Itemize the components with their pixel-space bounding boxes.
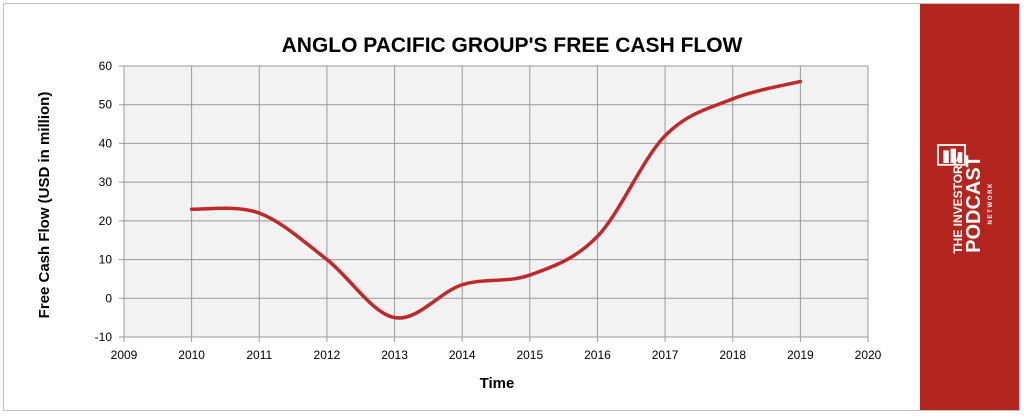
x-axis-title: Time xyxy=(480,375,515,392)
x-tick-label: 2019 xyxy=(787,348,814,362)
y-axis-title: Free Cash Flow (USD in million) xyxy=(36,92,53,319)
logo-line1: THE INVESTOR'S xyxy=(951,154,965,253)
y-tick-label: 30 xyxy=(99,175,113,189)
brand-panel: THE INVESTOR'S PODCAST N E T W O R K xyxy=(920,4,1019,410)
y-tick-label: 40 xyxy=(99,136,113,150)
x-tick-label: 2009 xyxy=(111,348,138,362)
x-tick-label: 2016 xyxy=(584,348,611,362)
y-tick-label: -10 xyxy=(95,330,113,344)
y-tick-label: 50 xyxy=(99,98,113,112)
series-line xyxy=(189,79,803,320)
x-tick-label: 2010 xyxy=(178,348,205,362)
x-tick-label: 2015 xyxy=(516,348,543,362)
x-tick-label: 2018 xyxy=(719,348,746,362)
podcast-logo: THE INVESTOR'S PODCAST N E T W O R K xyxy=(937,144,994,254)
y-tick-label: 20 xyxy=(99,214,113,228)
chart-title: ANGLO PACIFIC GROUP'S FREE CASH FLOW xyxy=(282,34,743,57)
y-tick-label: 10 xyxy=(99,253,113,267)
x-tick-label: 2011 xyxy=(246,348,272,362)
x-tick-label: 2012 xyxy=(314,348,341,362)
grid-lines xyxy=(119,65,869,342)
tick-labels: 2009 2010 2011 2012 2013 2014 2015 2016 2017 2018… xyxy=(95,59,882,362)
x-tick-label: 2014 xyxy=(449,348,476,362)
x-tick-label: 2017 xyxy=(652,348,679,362)
series-layer xyxy=(189,79,803,320)
logo-line2: PODCAST xyxy=(963,155,985,253)
y-tick-label: 60 xyxy=(99,59,113,73)
x-tick-label: 2013 xyxy=(381,348,408,362)
logo-line3: N E T W O R K xyxy=(988,183,994,225)
bookshelf-icon xyxy=(937,144,966,166)
plot-area xyxy=(123,65,869,338)
x-tick-label: 2020 xyxy=(855,348,882,362)
y-tick-label: 0 xyxy=(105,291,112,305)
